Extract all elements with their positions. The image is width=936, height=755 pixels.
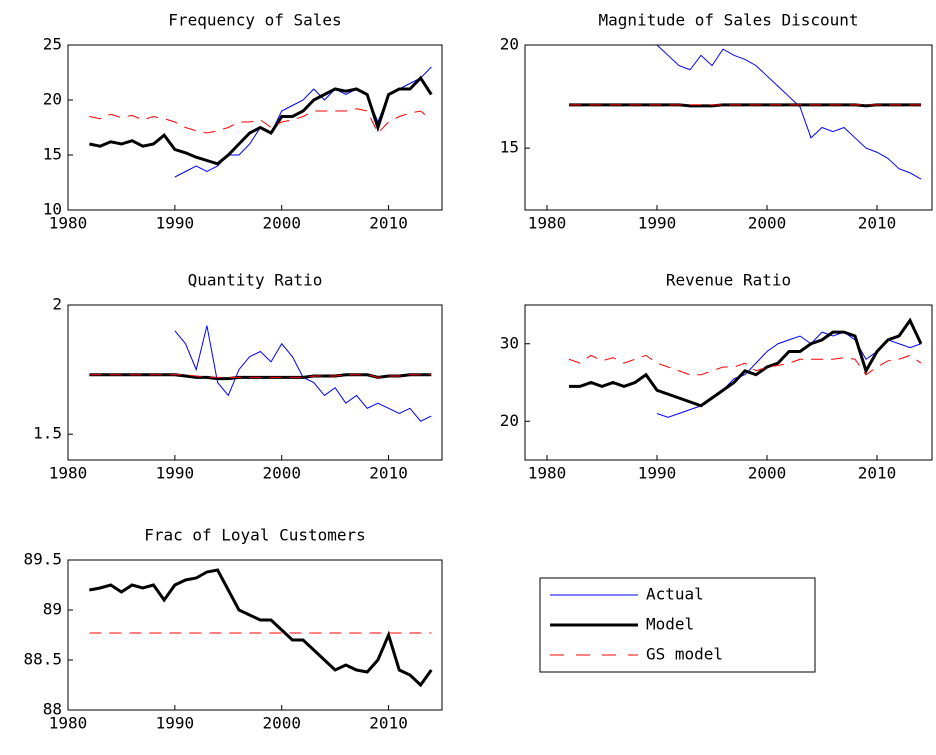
- x-tick-label: 1980: [528, 464, 567, 483]
- y-tick-label: 30: [500, 333, 519, 352]
- x-tick-label: 1990: [638, 464, 677, 483]
- x-tick-label: 2000: [748, 214, 787, 233]
- plot-frame: [524, 44, 933, 211]
- x-tick-label: 1980: [49, 214, 88, 233]
- chart-title: Frac of Loyal Customers: [144, 526, 366, 545]
- y-tick-label: 2: [52, 295, 62, 314]
- y-tick-label: 88.5: [23, 650, 62, 669]
- series-line: [569, 103, 921, 108]
- series-line: [89, 108, 432, 134]
- x-tick-label: 1980: [49, 714, 88, 733]
- y-tick-label: 15: [500, 138, 519, 157]
- chart-title: Frequency of Sales: [168, 11, 341, 30]
- plot-frame: [67, 304, 443, 461]
- plot-frame: [67, 44, 443, 211]
- x-tick-label: 2000: [748, 464, 787, 483]
- x-tick-label: 2010: [858, 464, 897, 483]
- x-tick-label: 2010: [369, 714, 408, 733]
- plot-frame: [524, 304, 933, 461]
- y-tick-label: 15: [43, 145, 62, 164]
- x-tick-label: 2000: [262, 714, 301, 733]
- legend-label: GS model: [646, 645, 723, 664]
- y-tick-label: 10: [43, 200, 62, 219]
- x-tick-label: 1990: [156, 714, 195, 733]
- x-tick-label: 1990: [156, 214, 195, 233]
- series-line: [174, 66, 432, 178]
- y-tick-label: 1.5: [33, 424, 62, 443]
- x-tick-label: 2010: [369, 214, 408, 233]
- x-tick-label: 1980: [49, 464, 88, 483]
- x-tick-label: 2010: [858, 214, 897, 233]
- series-line: [568, 354, 922, 376]
- chart-title: Quantity Ratio: [188, 271, 323, 290]
- x-tick-label: 2000: [262, 214, 301, 233]
- y-tick-label: 25: [43, 35, 62, 54]
- y-tick-label: 20: [500, 35, 519, 54]
- legend-label: Model: [646, 615, 694, 634]
- y-tick-label: 20: [500, 411, 519, 430]
- x-tick-label: 1990: [638, 214, 677, 233]
- x-tick-label: 2000: [262, 464, 301, 483]
- y-tick-label: 89.5: [23, 550, 62, 569]
- series-line: [656, 45, 922, 180]
- series-line: [89, 374, 432, 378]
- plot-frame: [67, 559, 443, 711]
- y-tick-label: 20: [43, 90, 62, 109]
- chart-title: Magnitude of Sales Discount: [598, 11, 858, 30]
- series-line: [89, 568, 433, 688]
- x-tick-label: 2010: [369, 464, 408, 483]
- x-tick-label: 1990: [156, 464, 195, 483]
- y-tick-label: 88: [43, 700, 62, 719]
- series-line: [174, 325, 432, 422]
- y-tick-label: 89: [43, 600, 62, 619]
- series-line: [89, 75, 433, 166]
- legend-label: Actual: [646, 585, 704, 604]
- series-line: [569, 317, 923, 408]
- chart-title: Revenue Ratio: [666, 271, 791, 290]
- x-tick-label: 1980: [528, 214, 567, 233]
